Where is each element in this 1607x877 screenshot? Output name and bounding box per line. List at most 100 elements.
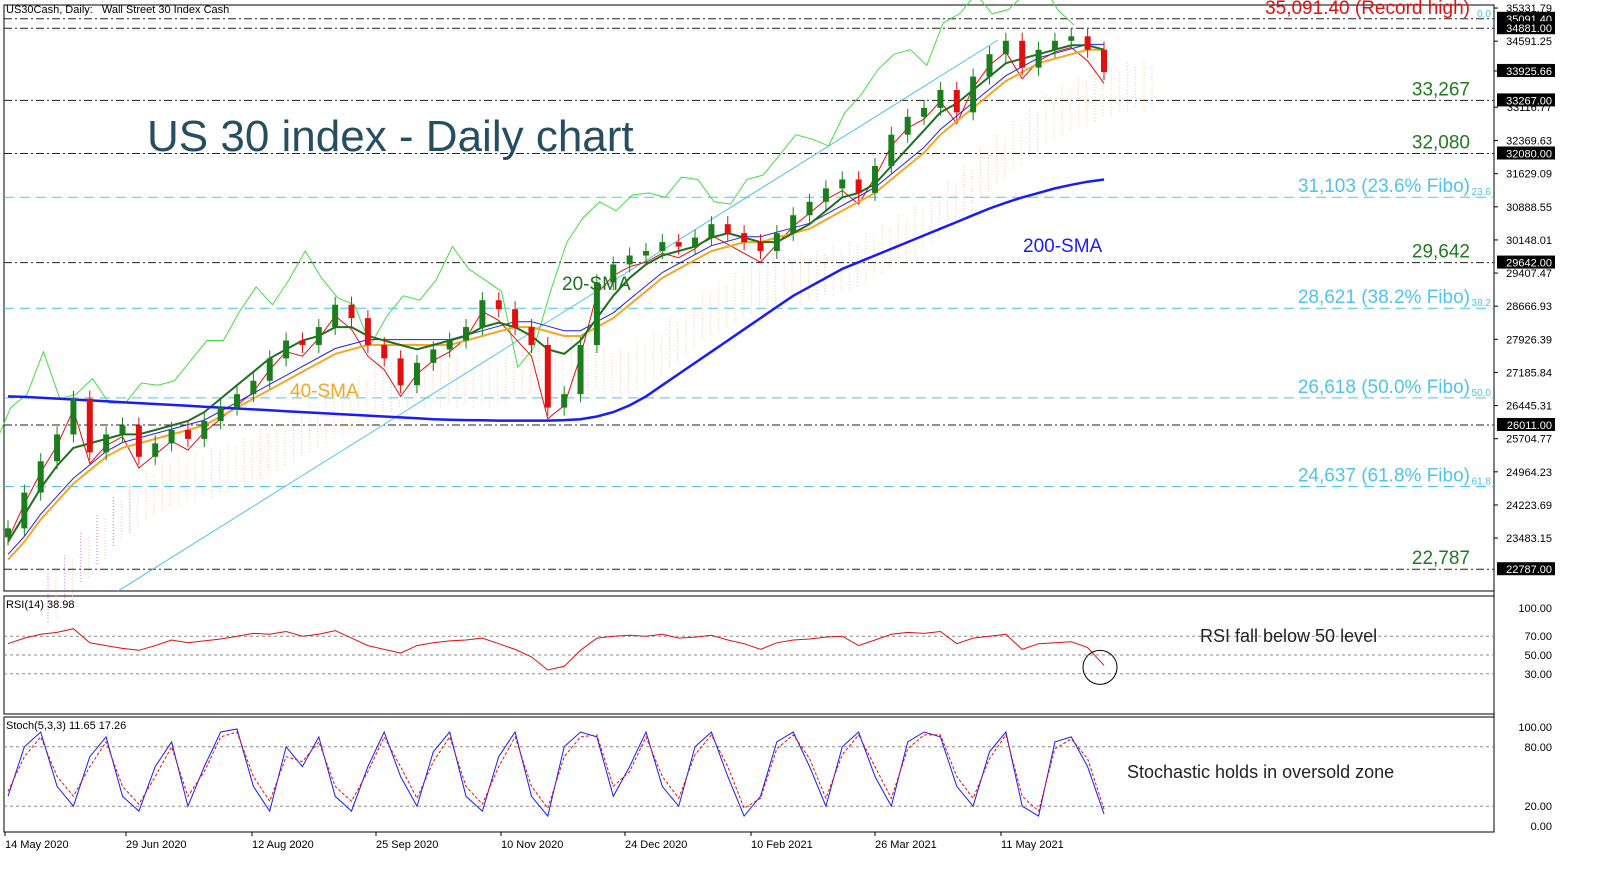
- stoch-k-line: [7, 728, 1105, 818]
- rsi-tick-label: 30.00: [1524, 669, 1552, 681]
- candle-body: [413, 362, 420, 386]
- fibo-tag-7: 38.2: [1472, 298, 1492, 309]
- candle-body: [479, 300, 486, 328]
- level-label-11: 22,787: [1412, 548, 1470, 569]
- price-axis: 35331.7934591.2533925.6633116.7732369.63…: [1494, 3, 1555, 576]
- kijun-line: [7, 43, 1104, 555]
- candle-body: [1051, 40, 1058, 50]
- rsi-panel: 100.00 70.00 50.00 30.00: [4, 603, 1552, 685]
- candle-body: [970, 76, 977, 113]
- price-tick-label: 34591.25: [1506, 36, 1552, 48]
- candle-body: [381, 344, 388, 359]
- candle-body: [168, 429, 175, 444]
- tenkan-line: [7, 46, 1105, 540]
- stochastic-annotation: Stochastic holds in oversold zone: [1127, 762, 1395, 782]
- candle-body: [463, 327, 470, 341]
- price-tick-label: 30888.55: [1506, 202, 1552, 214]
- candle-body: [577, 344, 584, 395]
- price-tick-label: 31629.09: [1506, 169, 1552, 181]
- chart-header: US30Cash, Daily: Wall Street 30 Index Ca…: [6, 4, 229, 16]
- trendline-lower: [117, 39, 999, 592]
- candle-body: [724, 224, 731, 234]
- price-box: [1497, 21, 1555, 35]
- time-tick-label: 25 Sep 2020: [376, 839, 438, 851]
- candle-body: [839, 179, 846, 189]
- candle-body: [773, 233, 780, 252]
- candle-body: [446, 340, 453, 350]
- candle-body: [1002, 40, 1009, 55]
- level-label-10: 24,637 (61.8% Fibo): [1298, 465, 1470, 486]
- candle-body: [495, 300, 502, 310]
- price-box-label: 33925.66: [1506, 66, 1552, 78]
- rsi-highlight-circle: [1082, 649, 1118, 685]
- price-tick-label: 29407.47: [1506, 268, 1552, 280]
- candle-body: [626, 255, 633, 265]
- price-tick-label: 26445.31: [1506, 401, 1552, 413]
- panel-frame-0: [3, 4, 1495, 592]
- sma20-label: 20-SMA: [562, 274, 631, 295]
- price-tick-label: 24964.23: [1506, 467, 1552, 479]
- fibo-tag-8: 50.0: [1472, 388, 1492, 399]
- level-label-4: 32,080: [1412, 133, 1470, 154]
- candle-body: [904, 116, 911, 135]
- time-tick-label: 11 May 2021: [1001, 839, 1064, 851]
- candle-body: [871, 166, 878, 193]
- time-tick-label: 26 Mar 2021: [875, 839, 937, 851]
- candle-body: [1101, 49, 1107, 73]
- price-tick-label: 32369.63: [1506, 136, 1552, 148]
- time-tick-label: 29 Jun 2020: [126, 839, 187, 851]
- candle-body: [37, 461, 44, 493]
- candle-body: [855, 179, 862, 193]
- symbol-description: Wall Street 30 Index Cash: [101, 4, 230, 16]
- rsi-tick-label: 50.00: [1524, 650, 1552, 662]
- candle-body: [217, 407, 224, 422]
- price-box-label: 34881.00: [1506, 23, 1552, 35]
- sma200-label: 200-SMA: [1023, 236, 1103, 257]
- candle-body: [953, 89, 960, 113]
- candle-body: [937, 89, 944, 108]
- candle-body: [184, 429, 191, 439]
- candle-body: [135, 425, 142, 457]
- sma40-line: [7, 48, 1104, 561]
- price-candles: [5, 28, 1107, 546]
- sma20-line: [7, 44, 1105, 543]
- price-box: [1497, 417, 1555, 431]
- candle-body: [806, 201, 813, 216]
- candle-body: [921, 107, 928, 117]
- candle-body: [283, 340, 290, 359]
- candle-body: [692, 237, 699, 247]
- time-tick-label: 10 Feb 2021: [751, 839, 813, 851]
- candle-body: [741, 233, 748, 243]
- level-label-8: 26,618 (50.0% Fibo): [1298, 377, 1470, 398]
- price-tick-label: 24223.69: [1506, 500, 1552, 512]
- price-box-label: 22787.00: [1506, 564, 1552, 576]
- candle-body: [544, 344, 551, 408]
- price-tick-label: 30148.01: [1506, 235, 1552, 247]
- stochastic-header: Stoch(5,3,3) 11.65 17.26: [6, 720, 127, 732]
- candle-body: [152, 443, 159, 457]
- symbol-label: US30Cash, Daily:: [6, 4, 93, 16]
- level-label-3: 33,267: [1412, 79, 1470, 100]
- candle-body: [610, 264, 617, 283]
- candle-body: [561, 394, 568, 408]
- level-label-0: 35,091.40 (Record high): [1265, 0, 1470, 19]
- rsi-tick-label: 100.00: [1518, 603, 1552, 615]
- stochastic-panel: 100.00 80.00 20.00 0.00: [4, 722, 1552, 833]
- candle-body: [757, 242, 764, 252]
- candle-body: [266, 358, 273, 381]
- level-label-6: 29,642: [1412, 242, 1470, 263]
- stoch-tick-label: 20.00: [1524, 801, 1552, 813]
- indicator-lines: [0, 0, 1105, 561]
- candle-body: [512, 309, 519, 328]
- fibo-tag-0: 0.0: [1477, 9, 1491, 20]
- price-box: [1497, 93, 1555, 107]
- candle-body: [299, 340, 306, 345]
- candle-body: [790, 215, 797, 234]
- chart-title: US 30 index - Daily chart: [147, 112, 634, 161]
- stoch-tick-label: 100.00: [1518, 722, 1552, 734]
- candle-body: [1019, 40, 1026, 68]
- candle-body: [642, 251, 649, 256]
- fibo-tag-5: 23.6: [1472, 187, 1492, 198]
- candle-body: [659, 242, 666, 252]
